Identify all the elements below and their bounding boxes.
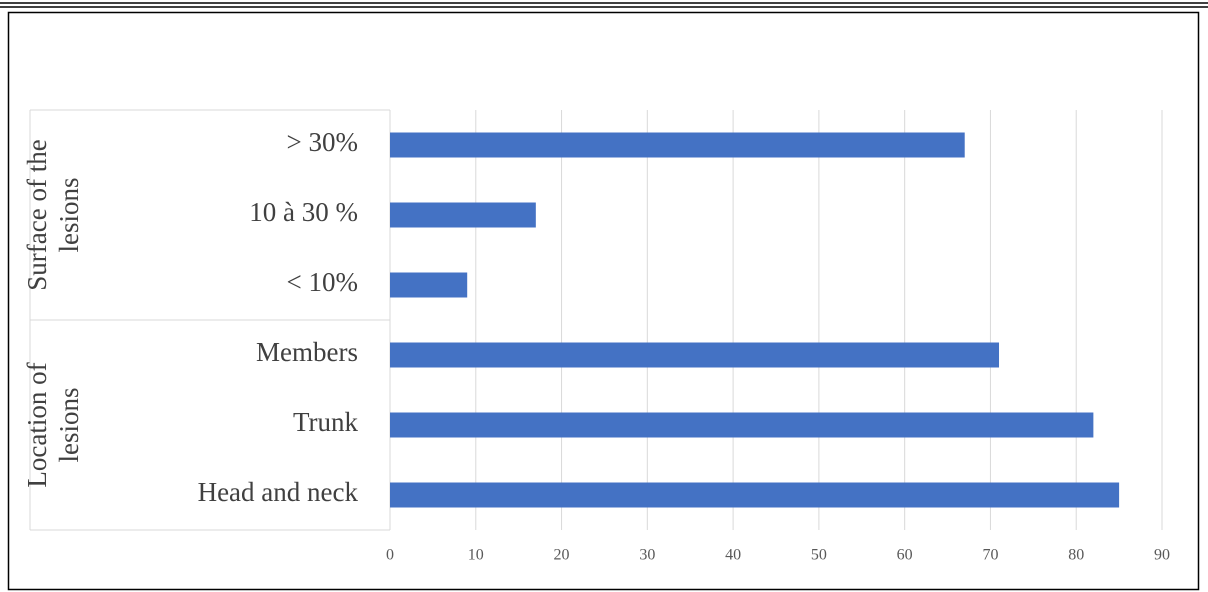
bar xyxy=(390,342,1000,368)
bar xyxy=(390,412,1094,438)
x-tick-label: 10 xyxy=(468,547,484,564)
y-tick-label: < 10% xyxy=(287,267,358,297)
x-tick-label: 30 xyxy=(639,547,655,564)
bar xyxy=(390,202,536,228)
group-label: lesions xyxy=(54,387,84,462)
x-tick-label: 90 xyxy=(1154,547,1170,564)
y-tick-label: 10 à 30 % xyxy=(249,197,358,227)
x-tick-label: 50 xyxy=(811,547,827,564)
x-tick-label: 80 xyxy=(1068,547,1084,564)
x-tick-label: 70 xyxy=(982,547,998,564)
x-tick-label: 60 xyxy=(897,547,913,564)
bar xyxy=(390,132,965,158)
bar xyxy=(390,482,1120,508)
bar xyxy=(390,272,468,298)
y-tick-label: Members xyxy=(256,337,358,367)
group-label: Location of xyxy=(22,362,52,487)
x-tick-label: 20 xyxy=(554,547,570,564)
group-label: lesions xyxy=(54,177,84,252)
frame xyxy=(7,11,1200,591)
group-label: Surface of the xyxy=(22,139,52,290)
x-tick-label: 0 xyxy=(386,547,394,564)
x-tick-label: 40 xyxy=(725,547,741,564)
y-tick-label: Head and neck xyxy=(198,477,359,507)
y-tick-label: Trunk xyxy=(293,407,359,437)
y-tick-label: > 30% xyxy=(287,127,358,157)
